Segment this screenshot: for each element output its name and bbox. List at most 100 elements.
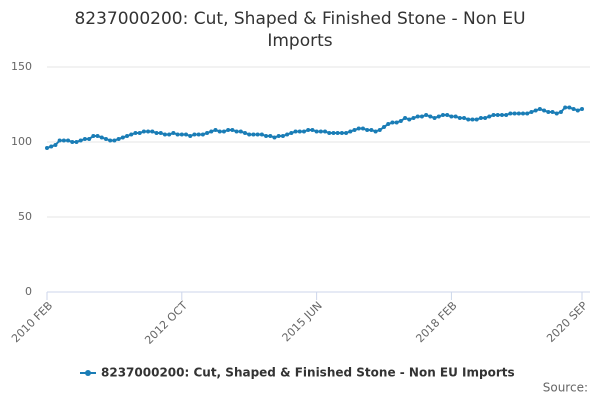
y-tick-label: 150 <box>11 60 32 73</box>
point <box>154 131 159 135</box>
point <box>470 117 475 122</box>
point <box>53 143 58 147</box>
point <box>125 134 130 138</box>
point <box>57 138 62 143</box>
point <box>415 114 420 119</box>
point <box>352 128 357 132</box>
point <box>272 135 277 140</box>
y-tick-label: 100 <box>11 135 32 148</box>
point <box>365 128 370 132</box>
point <box>483 116 488 120</box>
y-tick-label: 0 <box>25 285 32 298</box>
point <box>217 129 222 134</box>
point <box>516 111 521 116</box>
point <box>499 113 504 117</box>
point <box>120 135 125 140</box>
point <box>179 132 184 137</box>
point <box>546 110 551 114</box>
point <box>158 131 163 135</box>
point <box>537 107 542 111</box>
point <box>103 137 108 141</box>
point <box>213 128 218 132</box>
point <box>571 107 576 111</box>
point <box>129 132 134 137</box>
point <box>344 131 349 135</box>
x-tick-label: 2012 OCT <box>142 299 190 347</box>
x-tick-label: 2018 FEB <box>413 299 459 345</box>
point <box>449 114 454 119</box>
point <box>200 132 205 137</box>
x-tick-label: 2010 FEB <box>9 299 55 345</box>
point <box>297 129 302 134</box>
point <box>205 131 210 135</box>
point <box>424 113 429 117</box>
point <box>453 114 458 119</box>
point <box>293 129 298 134</box>
point <box>167 132 172 137</box>
point <box>95 134 100 138</box>
point <box>390 120 395 125</box>
point <box>74 140 79 144</box>
point <box>318 129 323 134</box>
point <box>394 120 399 125</box>
point <box>251 132 256 137</box>
point <box>382 125 387 129</box>
point <box>306 128 311 132</box>
point <box>508 111 513 116</box>
point <box>407 117 412 122</box>
point <box>436 114 441 119</box>
point <box>525 111 530 116</box>
point <box>563 105 568 110</box>
point <box>462 116 467 120</box>
point <box>289 131 294 135</box>
point <box>529 110 534 114</box>
point <box>398 119 403 123</box>
point <box>411 116 416 120</box>
point <box>542 108 547 113</box>
point <box>323 129 328 134</box>
point <box>403 116 408 120</box>
point <box>487 114 492 119</box>
point <box>133 131 138 135</box>
point <box>339 131 344 135</box>
point <box>495 113 500 117</box>
point <box>360 126 365 131</box>
point <box>259 132 264 137</box>
point <box>575 108 580 113</box>
point <box>91 134 96 138</box>
point <box>108 138 113 143</box>
point <box>226 128 231 132</box>
point <box>66 138 71 143</box>
point <box>78 138 83 143</box>
point <box>335 131 340 135</box>
point <box>533 108 538 113</box>
point <box>45 146 49 150</box>
point <box>580 107 584 111</box>
point <box>558 110 563 114</box>
point <box>209 129 214 134</box>
point <box>196 132 201 137</box>
point <box>445 113 450 117</box>
point <box>474 117 479 122</box>
point <box>230 128 235 132</box>
point <box>70 140 75 144</box>
point <box>188 134 193 138</box>
point <box>432 116 437 120</box>
point <box>116 137 121 141</box>
point <box>491 113 496 117</box>
point <box>276 134 281 138</box>
point <box>567 105 572 110</box>
x-tick-label: 2015 JUN <box>280 299 325 344</box>
chart-title: 8237000200: Cut, Shaped & Finished Stone… <box>74 9 526 51</box>
point <box>238 129 243 134</box>
point <box>242 131 247 135</box>
point <box>255 132 260 137</box>
legend-marker <box>85 370 91 376</box>
point <box>457 116 462 120</box>
y-tick-label: 50 <box>18 210 32 223</box>
point <box>137 131 142 135</box>
point <box>184 132 189 137</box>
point <box>234 129 239 134</box>
point <box>49 144 54 149</box>
